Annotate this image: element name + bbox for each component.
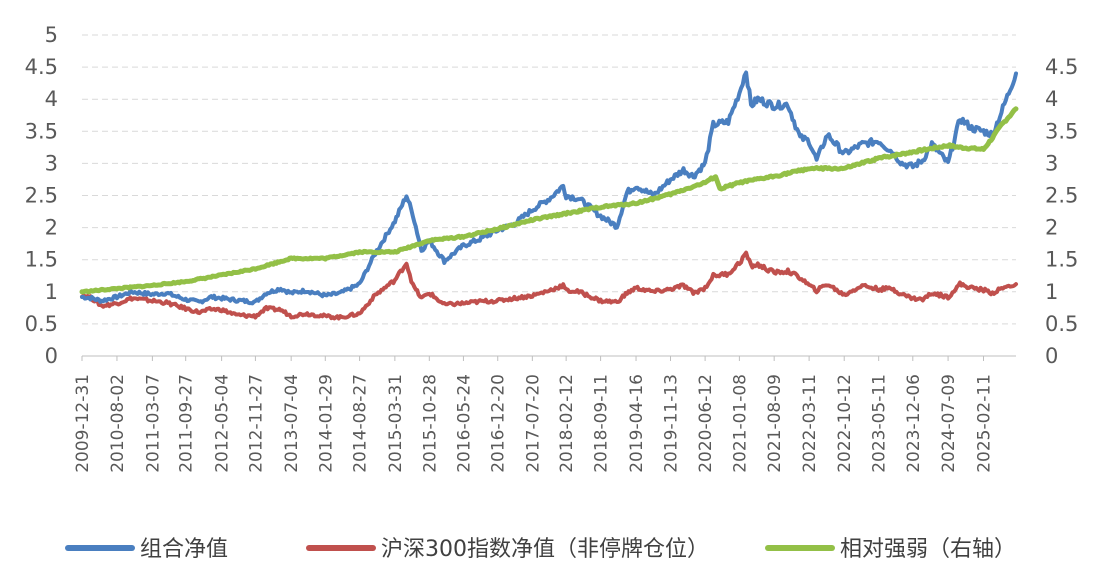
x-tick-label: 2022-03-11 bbox=[800, 374, 820, 473]
x-tick-label: 2013-07-04 bbox=[282, 374, 302, 473]
series-line-1 bbox=[80, 70, 1018, 306]
y-left-tick-label: 0 bbox=[45, 344, 58, 368]
x-tick-label: 2023-12-06 bbox=[904, 374, 924, 473]
y-left-tick-label: 1 bbox=[45, 280, 58, 304]
x-tick-label: 2010-08-02 bbox=[108, 374, 128, 473]
series-lines bbox=[79, 70, 1019, 321]
y-right-tick-label: 1 bbox=[1045, 280, 1058, 304]
y-left-tick-label: 2 bbox=[45, 216, 58, 240]
x-tick-label: 2012-05-04 bbox=[213, 374, 233, 473]
x-tick-label: 2024-07-09 bbox=[939, 374, 959, 473]
y-left-tick-label: 2.5 bbox=[25, 184, 58, 208]
x-tick-label: 2025-02-11 bbox=[975, 374, 995, 473]
x-tick-label: 2014-08-27 bbox=[351, 374, 371, 473]
legend-label: 相对强弱（右轴） bbox=[840, 537, 1016, 562]
x-tick-label: 2016-12-20 bbox=[489, 374, 509, 473]
y-right-tick-label: 3.5 bbox=[1045, 119, 1078, 143]
gridlines bbox=[82, 34, 1016, 325]
x-tick-label: 2018-02-12 bbox=[557, 374, 577, 473]
legend-label: 沪深300指数净值（非停牌仓位） bbox=[381, 537, 709, 562]
y-right-tick-label: 0 bbox=[1045, 344, 1058, 368]
x-tick-label: 2015-03-31 bbox=[386, 374, 406, 473]
y-left-tick-label: 4 bbox=[45, 87, 58, 111]
x-tick-label: 2016-05-24 bbox=[454, 374, 474, 473]
x-tick-label: 2018-09-11 bbox=[592, 374, 612, 473]
x-axis-tick-labels: 2009-12-31 2010-08-02 2011-03-07 2011-09-27… bbox=[73, 356, 995, 473]
y-left-tick-label: 3 bbox=[45, 151, 58, 175]
y-right-tick-label: 2.5 bbox=[1045, 184, 1078, 208]
y-left-tick-label: 0.5 bbox=[25, 312, 58, 336]
y-left-tick-label: 4.5 bbox=[25, 55, 58, 79]
y-axis-right: 0 0.5 1 1.5 2 2.5 3 3.5 4 4.5 bbox=[1045, 55, 1078, 368]
legend: 组合净值 沪深300指数净值（非停牌仓位） 相对强弱（右轴） bbox=[65, 537, 1016, 562]
y-right-tick-label: 2 bbox=[1045, 216, 1058, 240]
x-tick-label: 2019-04-16 bbox=[627, 374, 647, 473]
y-right-tick-label: 0.5 bbox=[1045, 312, 1078, 336]
legend-label: 组合净值 bbox=[140, 537, 228, 562]
x-tick-label: 2014-01-29 bbox=[316, 374, 336, 473]
x-tick-label: 2011-09-27 bbox=[177, 374, 197, 473]
x-tick-label: 2019-11-13 bbox=[661, 374, 681, 473]
y-left-tick-label: 5 bbox=[45, 23, 58, 47]
x-tick-label: 2021-01-08 bbox=[730, 374, 750, 473]
x-tick-label: 2022-10-12 bbox=[835, 374, 855, 473]
y-left-tick-label: 3.5 bbox=[25, 119, 58, 143]
x-tick-label: 2023-05-11 bbox=[870, 374, 890, 473]
y-right-tick-label: 1.5 bbox=[1045, 248, 1078, 272]
y-axis-left: 0 0.5 1 1.5 2 2.5 3 3.5 4 4.5 5 bbox=[25, 23, 58, 368]
y-right-tick-label: 4 bbox=[1045, 87, 1058, 111]
x-tick-label: 2012-11-27 bbox=[246, 374, 266, 473]
y-left-tick-label: 1.5 bbox=[25, 248, 58, 272]
x-tick-label: 2020-06-12 bbox=[696, 374, 716, 473]
series-line-3 bbox=[79, 106, 1019, 295]
x-tick-label: 2017-07-20 bbox=[523, 374, 543, 473]
x-tick-label: 2009-12-31 bbox=[73, 374, 93, 473]
y-right-tick-label: 3 bbox=[1045, 151, 1058, 175]
x-tick-label: 2015-10-28 bbox=[420, 374, 440, 473]
series-line-2 bbox=[80, 250, 1018, 321]
x-tick-label: 2011-03-07 bbox=[143, 374, 163, 473]
y-right-tick-label: 4.5 bbox=[1045, 55, 1078, 79]
x-tick-label: 2021-08-09 bbox=[765, 374, 785, 473]
